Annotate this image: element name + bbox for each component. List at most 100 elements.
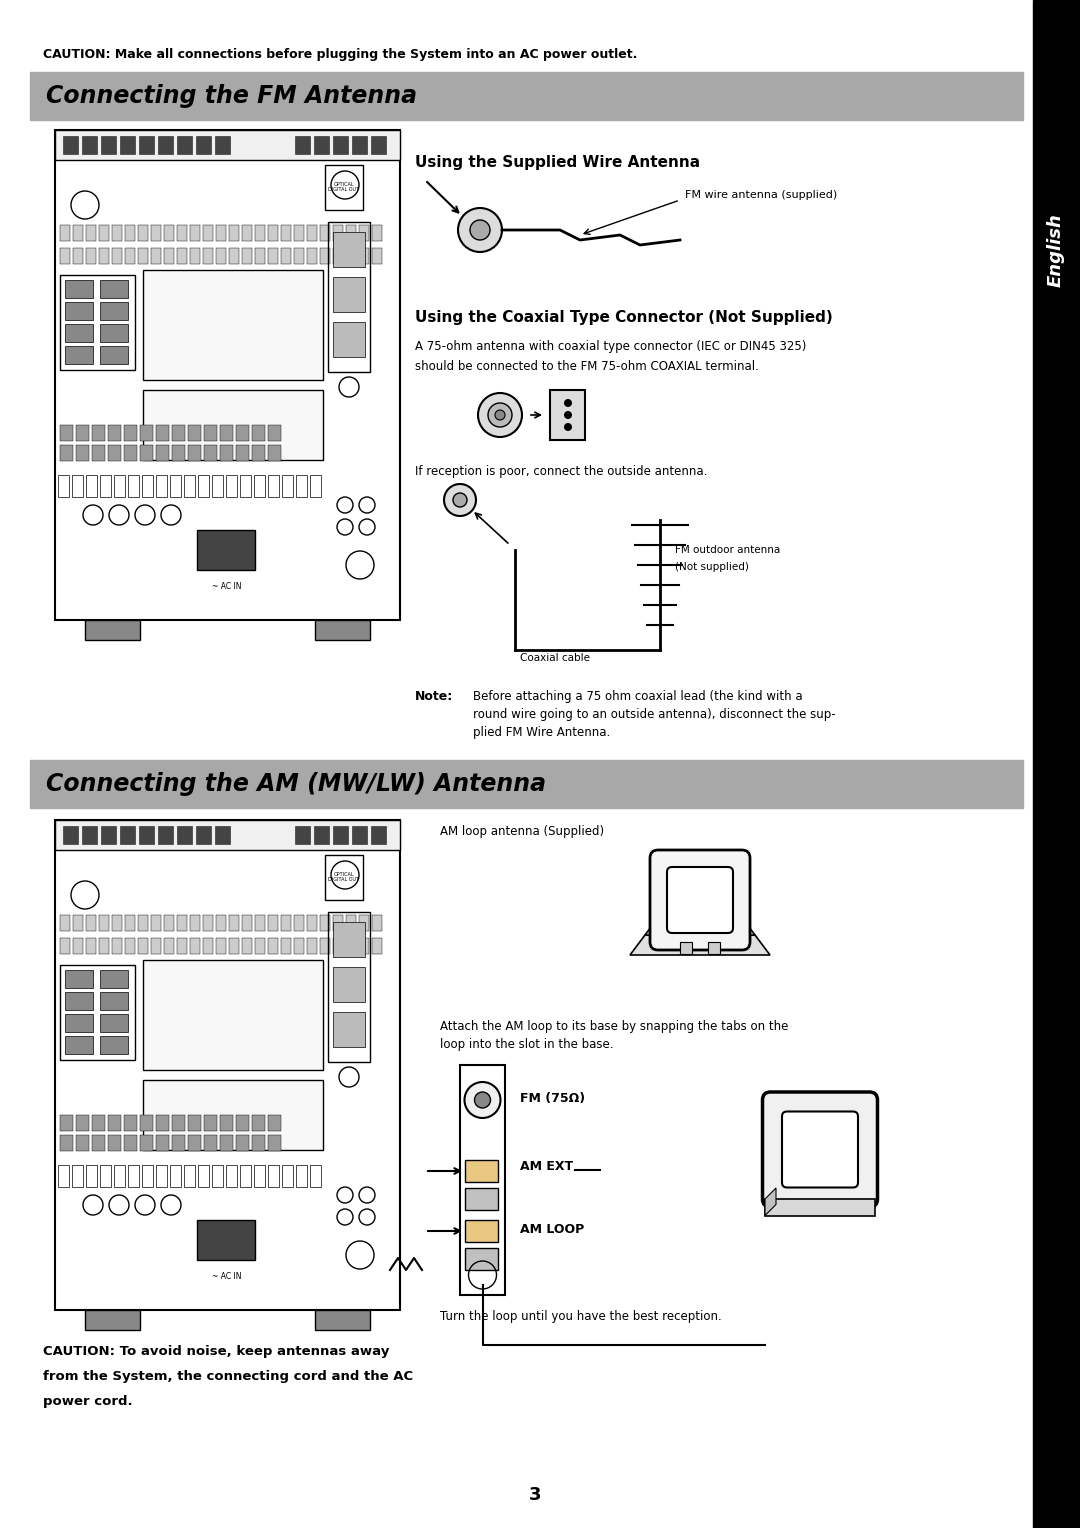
Bar — [307, 248, 318, 264]
Bar — [92, 1115, 105, 1131]
Polygon shape — [630, 935, 770, 955]
Bar — [320, 225, 330, 241]
Bar — [76, 445, 89, 461]
Bar — [252, 1115, 265, 1131]
Bar — [252, 445, 265, 461]
Bar — [216, 225, 226, 241]
Bar — [465, 1248, 498, 1270]
Bar — [72, 1164, 83, 1187]
Bar — [242, 938, 252, 953]
Bar — [129, 1164, 139, 1187]
Bar — [188, 1135, 201, 1151]
Bar — [65, 1036, 93, 1054]
Bar — [294, 248, 303, 264]
FancyBboxPatch shape — [782, 1111, 858, 1187]
Bar — [143, 1080, 323, 1151]
Bar — [346, 938, 356, 953]
Bar — [114, 1164, 125, 1187]
Bar — [460, 1065, 505, 1296]
Polygon shape — [645, 915, 755, 935]
Bar — [314, 136, 329, 154]
Bar — [328, 222, 370, 371]
Bar — [76, 425, 89, 442]
Bar — [352, 827, 367, 843]
Bar — [82, 136, 97, 154]
Bar — [112, 248, 122, 264]
Bar — [65, 1015, 93, 1031]
Bar — [242, 248, 252, 264]
Circle shape — [478, 393, 522, 437]
Bar — [100, 992, 129, 1010]
Bar — [268, 225, 278, 241]
Bar — [281, 225, 291, 241]
Bar — [138, 915, 148, 931]
Bar — [177, 136, 192, 154]
Circle shape — [495, 410, 505, 420]
Text: OPTICAL
DIGITAL OUT: OPTICAL DIGITAL OUT — [328, 871, 360, 882]
Bar — [65, 970, 93, 989]
Bar — [198, 1164, 210, 1187]
Bar — [60, 1135, 73, 1151]
Circle shape — [564, 423, 572, 431]
Bar — [140, 1115, 153, 1131]
Text: AM loop antenna (Supplied): AM loop antenna (Supplied) — [440, 825, 604, 837]
Bar — [55, 821, 400, 1309]
Text: FM (75Ω): FM (75Ω) — [519, 1093, 585, 1105]
Bar — [100, 475, 111, 497]
Bar — [315, 1309, 370, 1329]
Bar — [114, 475, 125, 497]
Bar — [268, 248, 278, 264]
Circle shape — [470, 220, 490, 240]
Bar — [55, 821, 400, 850]
Bar — [215, 136, 230, 154]
Bar — [333, 248, 343, 264]
Text: should be connected to the FM 75-ohm COAXIAL terminal.: should be connected to the FM 75-ohm COA… — [415, 361, 759, 373]
Bar — [92, 1135, 105, 1151]
Bar — [255, 225, 265, 241]
Bar — [229, 248, 239, 264]
Bar — [268, 1115, 281, 1131]
Text: CAUTION: To avoid noise, keep antennas away: CAUTION: To avoid noise, keep antennas a… — [43, 1345, 390, 1358]
Bar — [124, 1135, 137, 1151]
Text: (Not supplied): (Not supplied) — [675, 562, 748, 571]
Bar — [708, 941, 720, 953]
Bar — [129, 475, 139, 497]
Bar — [190, 225, 200, 241]
Bar — [156, 1164, 167, 1187]
Bar — [60, 966, 135, 1060]
Bar — [73, 915, 83, 931]
Bar — [550, 390, 585, 440]
Text: OPTICAL
DIGITAL OUT: OPTICAL DIGITAL OUT — [328, 182, 360, 193]
Bar — [65, 303, 93, 319]
Bar — [333, 967, 365, 1002]
Bar — [1032, 0, 1080, 1528]
Bar — [281, 915, 291, 931]
Bar — [295, 136, 310, 154]
Bar — [156, 1115, 168, 1131]
Bar — [204, 425, 217, 442]
Bar — [229, 915, 239, 931]
Bar — [281, 248, 291, 264]
Bar — [108, 425, 121, 442]
Bar — [99, 915, 109, 931]
Bar — [85, 620, 140, 640]
Bar — [100, 303, 129, 319]
Text: AM LOOP: AM LOOP — [519, 1222, 584, 1236]
Bar — [60, 425, 73, 442]
Text: loop into the slot in the base.: loop into the slot in the base. — [440, 1038, 613, 1051]
Bar — [100, 324, 129, 342]
Bar — [140, 445, 153, 461]
Text: ~ AC IN: ~ AC IN — [213, 1271, 242, 1280]
Bar — [177, 225, 187, 241]
Bar — [268, 475, 279, 497]
Bar — [310, 1164, 321, 1187]
Text: A 75-ohm antenna with coaxial type connector (IEC or DIN45 325): A 75-ohm antenna with coaxial type conne… — [415, 341, 807, 353]
Bar — [125, 938, 135, 953]
Bar — [255, 938, 265, 953]
Bar — [372, 915, 382, 931]
Bar — [141, 475, 153, 497]
Bar — [204, 1135, 217, 1151]
Bar — [255, 248, 265, 264]
Circle shape — [458, 208, 502, 252]
Bar — [372, 248, 382, 264]
